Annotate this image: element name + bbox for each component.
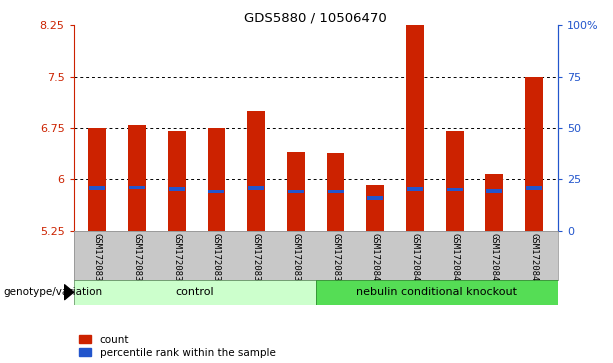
Bar — [74, 280, 316, 305]
Bar — [526, 186, 542, 190]
Bar — [407, 187, 423, 191]
Text: GSM1720838: GSM1720838 — [291, 233, 300, 287]
Text: GSM1720842: GSM1720842 — [450, 233, 459, 287]
Text: GSM1720834: GSM1720834 — [132, 233, 142, 287]
Bar — [446, 131, 463, 231]
Bar — [128, 125, 146, 231]
Bar — [248, 186, 264, 190]
Bar — [406, 5, 424, 231]
Bar — [247, 111, 265, 231]
Text: GSM1720836: GSM1720836 — [212, 233, 221, 287]
Bar — [447, 188, 463, 191]
Text: GSM1720844: GSM1720844 — [530, 233, 538, 287]
Bar — [287, 152, 305, 231]
Bar — [525, 77, 543, 231]
Text: GSM1720835: GSM1720835 — [172, 233, 181, 287]
Bar — [129, 185, 145, 189]
Bar — [367, 196, 383, 200]
Bar — [88, 128, 106, 231]
Text: GSM1720833: GSM1720833 — [93, 233, 102, 287]
Bar — [168, 131, 186, 231]
Bar — [89, 186, 105, 190]
Bar — [485, 174, 503, 231]
Legend: count, percentile rank within the sample: count, percentile rank within the sample — [78, 335, 275, 358]
Bar — [367, 185, 384, 231]
Text: GSM1720843: GSM1720843 — [490, 233, 499, 287]
Text: GSM1720840: GSM1720840 — [371, 233, 379, 287]
Bar — [208, 189, 224, 193]
Bar — [169, 187, 185, 191]
Bar — [486, 189, 503, 193]
Bar — [316, 280, 558, 305]
Bar — [208, 128, 226, 231]
Text: GSM1720841: GSM1720841 — [411, 233, 419, 287]
Bar — [327, 153, 345, 231]
Text: nebulin conditional knockout: nebulin conditional knockout — [356, 287, 517, 297]
Bar — [327, 189, 343, 193]
Polygon shape — [64, 285, 74, 300]
Bar — [288, 189, 304, 193]
Title: GDS5880 / 10506470: GDS5880 / 10506470 — [245, 11, 387, 24]
Text: GSM1720839: GSM1720839 — [331, 233, 340, 287]
Text: GSM1720837: GSM1720837 — [252, 233, 261, 287]
Text: genotype/variation: genotype/variation — [3, 287, 102, 297]
Text: control: control — [175, 287, 214, 297]
